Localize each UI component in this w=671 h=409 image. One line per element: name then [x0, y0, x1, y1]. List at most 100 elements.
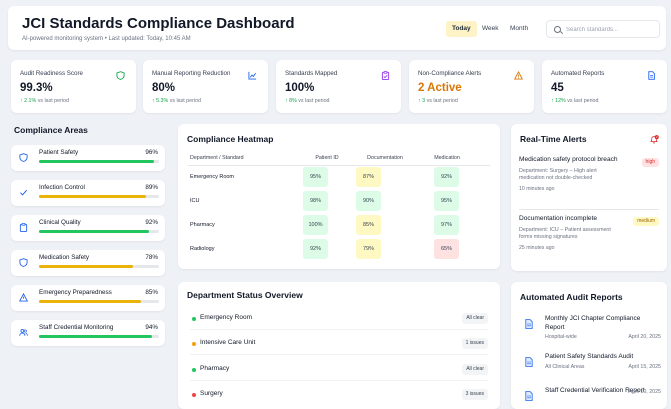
report-title: Patient Safety Standards Audit — [545, 353, 634, 360]
status-badge: 1 issues — [461, 338, 488, 349]
area-percent: 92% — [145, 219, 158, 226]
alert-item[interactable]: Documentation incomplete Department: ICU… — [519, 215, 659, 251]
area-progress-fill — [39, 265, 133, 268]
status-badge: 3 issues — [461, 389, 488, 400]
department-name: Emergency Room — [200, 314, 253, 321]
kpi-non-compliance-alerts: Non-Compliance Alerts 2 Active ↑ 3 vs la… — [409, 60, 534, 113]
area-progress-track — [39, 300, 159, 303]
heatmap-col-header: Medication — [434, 155, 460, 161]
reports-title: Automated Audit Reports — [520, 292, 623, 302]
heatmap-cell[interactable]: 85% — [356, 215, 381, 235]
area-percent: 78% — [145, 254, 158, 261]
area-progress-track — [39, 335, 159, 338]
alert-description: Department: ICU – Patient assessment for… — [519, 226, 611, 240]
period-month-button[interactable]: Month — [510, 25, 529, 32]
kpi-value: 2 Active — [418, 82, 462, 94]
compliance-area-emergency-preparedness[interactable]: Emergency Preparedness 85% — [11, 285, 165, 311]
department-row[interactable]: Pharmacy All clear — [190, 361, 488, 381]
kpi-value: 99.3% — [20, 82, 53, 94]
heatmap-cell[interactable]: 65% — [434, 239, 459, 259]
severity-badge: medium — [633, 217, 659, 226]
kpi-trend: ↑ 8% vs last period — [285, 98, 330, 104]
kpi-trend: ↑ 12% vs last period — [551, 98, 599, 104]
kpi-trend: ↑ 5.3% vs last period — [152, 98, 201, 104]
area-progress-track — [39, 195, 159, 198]
area-name: Clinical Quality — [39, 219, 81, 226]
department-name: Pharmacy — [200, 365, 230, 372]
row-divider — [190, 354, 488, 355]
row-divider — [190, 329, 488, 330]
status-dot — [192, 317, 196, 321]
bell-badge-count: 2 — [656, 135, 658, 139]
search-box[interactable] — [546, 20, 660, 38]
heatmap-row-label: Radiology — [190, 246, 215, 252]
heatmap-cell[interactable]: 90% — [356, 191, 381, 211]
compliance-area-medication-safety[interactable]: Medication Safety 78% — [11, 250, 165, 276]
heatmap-row-label: Pharmacy — [190, 222, 215, 228]
kpi-trend: ↑ 3 vs last period — [418, 98, 458, 104]
report-date: April 10, 2025 — [628, 389, 661, 395]
area-progress-fill — [39, 230, 150, 233]
area-progress-fill — [39, 300, 141, 303]
area-percent: 85% — [145, 289, 158, 296]
document-icon — [648, 71, 655, 80]
search-input[interactable] — [566, 24, 656, 35]
document-icon — [525, 357, 533, 367]
report-item[interactable]: Monthly JCI Chapter Compliance Report Ho… — [525, 315, 661, 343]
area-name: Staff Credential Monitoring — [39, 324, 114, 331]
heatmap-col-header: Patient ID — [315, 155, 339, 161]
area-name: Medication Safety — [39, 254, 90, 261]
bell-icon[interactable]: 2 — [649, 135, 659, 145]
kpi-audit-readiness: Audit Readiness Score 99.3% ↑ 2.1% vs la… — [11, 60, 136, 113]
kpi-label: Manual Reporting Reduction — [152, 70, 231, 77]
heatmap-cell[interactable]: 79% — [356, 239, 381, 259]
warning-icon — [19, 293, 28, 302]
heatmap-cell[interactable]: 100% — [303, 215, 328, 235]
department-name: Surgery — [200, 390, 223, 397]
alert-time: 10 minutes ago — [519, 185, 555, 192]
heatmap-cell[interactable]: 95% — [303, 167, 328, 187]
heatmap-cell[interactable]: 98% — [303, 191, 328, 211]
report-item[interactable]: Patient Safety Standards Audit All Clini… — [525, 353, 661, 373]
period-today-button[interactable]: Today — [446, 21, 477, 37]
compliance-area-staff-credential[interactable]: Staff Credential Monitoring 94% — [11, 320, 165, 346]
heatmap-col-header: Department / Standard — [190, 155, 244, 161]
heatmap-cell[interactable]: 92% — [434, 167, 459, 187]
kpi-standards-mapped: Standards Mapped 100% ↑ 8% vs last perio… — [276, 60, 401, 113]
clipboard-icon — [381, 71, 390, 80]
alert-description: Department: Surgery – High alert medicat… — [519, 167, 597, 181]
real-time-alerts: Real-Time Alerts 2 Medication safety pro… — [511, 124, 667, 271]
heatmap-cell[interactable]: 97% — [434, 215, 459, 235]
kpi-trend: ↑ 2.1% vs last period — [20, 98, 69, 104]
area-percent: 96% — [145, 149, 158, 156]
kpi-label: Non-Compliance Alerts — [418, 70, 482, 77]
alert-item[interactable]: Medication safety protocol breach Depart… — [519, 156, 659, 192]
heatmap-title: Compliance Heatmap — [187, 134, 274, 144]
area-name: Patient Safety — [39, 149, 79, 156]
department-name: Intensive Care Unit — [200, 339, 256, 346]
compliance-area-infection-control[interactable]: Infection Control 89% — [11, 180, 165, 206]
report-date: April 20, 2025 — [628, 334, 661, 340]
status-dot — [192, 368, 196, 372]
department-status-overview: Department Status Overview Emergency Roo… — [178, 282, 500, 409]
heatmap-cell[interactable]: 92% — [303, 239, 328, 259]
kpi-value: 100% — [285, 82, 315, 94]
area-progress-track — [39, 160, 159, 163]
compliance-area-clinical-quality[interactable]: Clinical Quality 92% — [11, 215, 165, 241]
department-row[interactable]: Surgery 3 issues — [190, 386, 488, 406]
automated-audit-reports: Automated Audit Reports Monthly JCI Chap… — [511, 282, 667, 409]
heatmap-cell[interactable]: 87% — [356, 167, 381, 187]
kpi-label: Automated Reports — [551, 70, 605, 77]
document-icon — [525, 319, 533, 329]
area-progress-fill — [39, 335, 152, 338]
kpi-manual-reporting: Manual Reporting Reduction 80% ↑ 5.3% vs… — [143, 60, 268, 113]
report-item[interactable]: Staff Credential Verification Report Apr… — [525, 387, 661, 409]
area-progress-fill — [39, 195, 146, 198]
heatmap-cell[interactable]: 95% — [434, 191, 459, 211]
alert-title: Documentation incomplete — [519, 215, 598, 222]
department-row[interactable]: Intensive Care Unit 1 issues — [190, 335, 488, 355]
alert-divider — [519, 209, 659, 210]
compliance-area-patient-safety[interactable]: Patient Safety 96% — [11, 145, 165, 171]
department-row[interactable]: Emergency Room All clear — [190, 310, 488, 330]
period-week-button[interactable]: Week — [482, 25, 499, 32]
